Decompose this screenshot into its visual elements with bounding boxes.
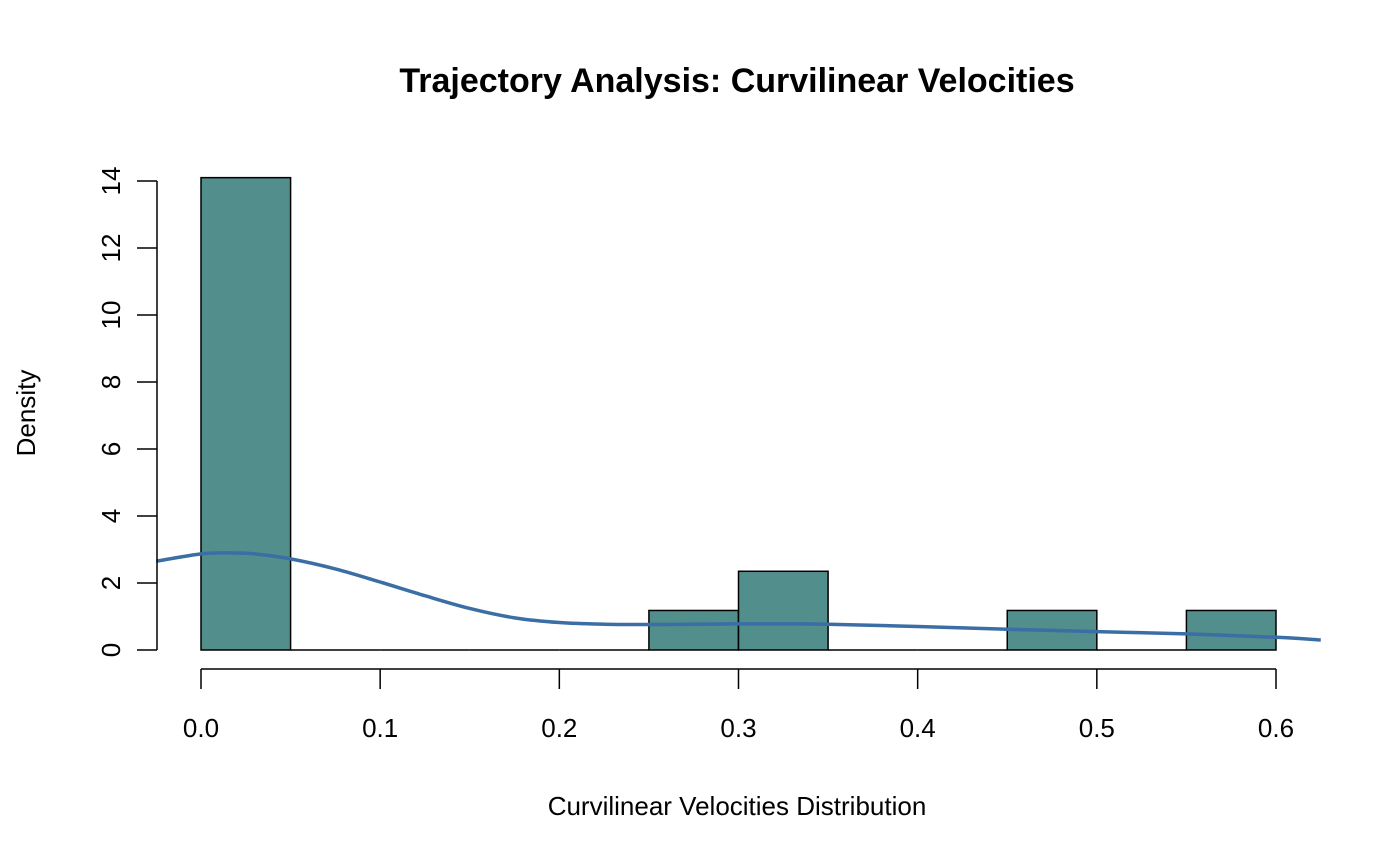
density-curve-layer xyxy=(155,551,1321,642)
x-tick-label: 0.3 xyxy=(720,713,756,743)
x-tick-label: 0.5 xyxy=(1079,713,1115,743)
chart-title: Trajectory Analysis: Curvilinear Velocit… xyxy=(399,62,1074,100)
x-tick-label: 0.1 xyxy=(362,713,398,743)
x-tick-label: 0.2 xyxy=(541,713,577,743)
y-tick-label: 4 xyxy=(96,509,126,523)
y-axis-label: Density xyxy=(11,370,41,457)
histogram-bar xyxy=(737,570,829,651)
y-tick-label: 6 xyxy=(96,442,126,456)
histogram-bar xyxy=(200,176,292,651)
y-tick-label: 2 xyxy=(96,576,126,590)
x-tick-label: 0.6 xyxy=(1258,713,1294,743)
y-axis: 0 2 4 6 8 10 12 14 xyxy=(96,167,158,657)
density-curve xyxy=(155,551,1321,642)
x-tick-label: 0.0 xyxy=(183,713,219,743)
x-tick-label: 0.4 xyxy=(900,713,936,743)
y-tick-label: 0 xyxy=(96,643,126,657)
histogram-bar xyxy=(648,609,740,651)
y-tick-label: 10 xyxy=(96,301,126,330)
x-axis: 0.0 0.1 0.2 0.3 0.4 0.5 0.6 xyxy=(183,668,1294,743)
y-tick-label: 8 xyxy=(96,375,126,389)
histogram-bars xyxy=(200,176,1277,651)
y-tick-label: 14 xyxy=(96,167,126,196)
histogram-bar xyxy=(1185,609,1277,651)
y-tick-label: 12 xyxy=(96,234,126,263)
x-axis-label: Curvilinear Velocities Distribution xyxy=(548,791,927,821)
